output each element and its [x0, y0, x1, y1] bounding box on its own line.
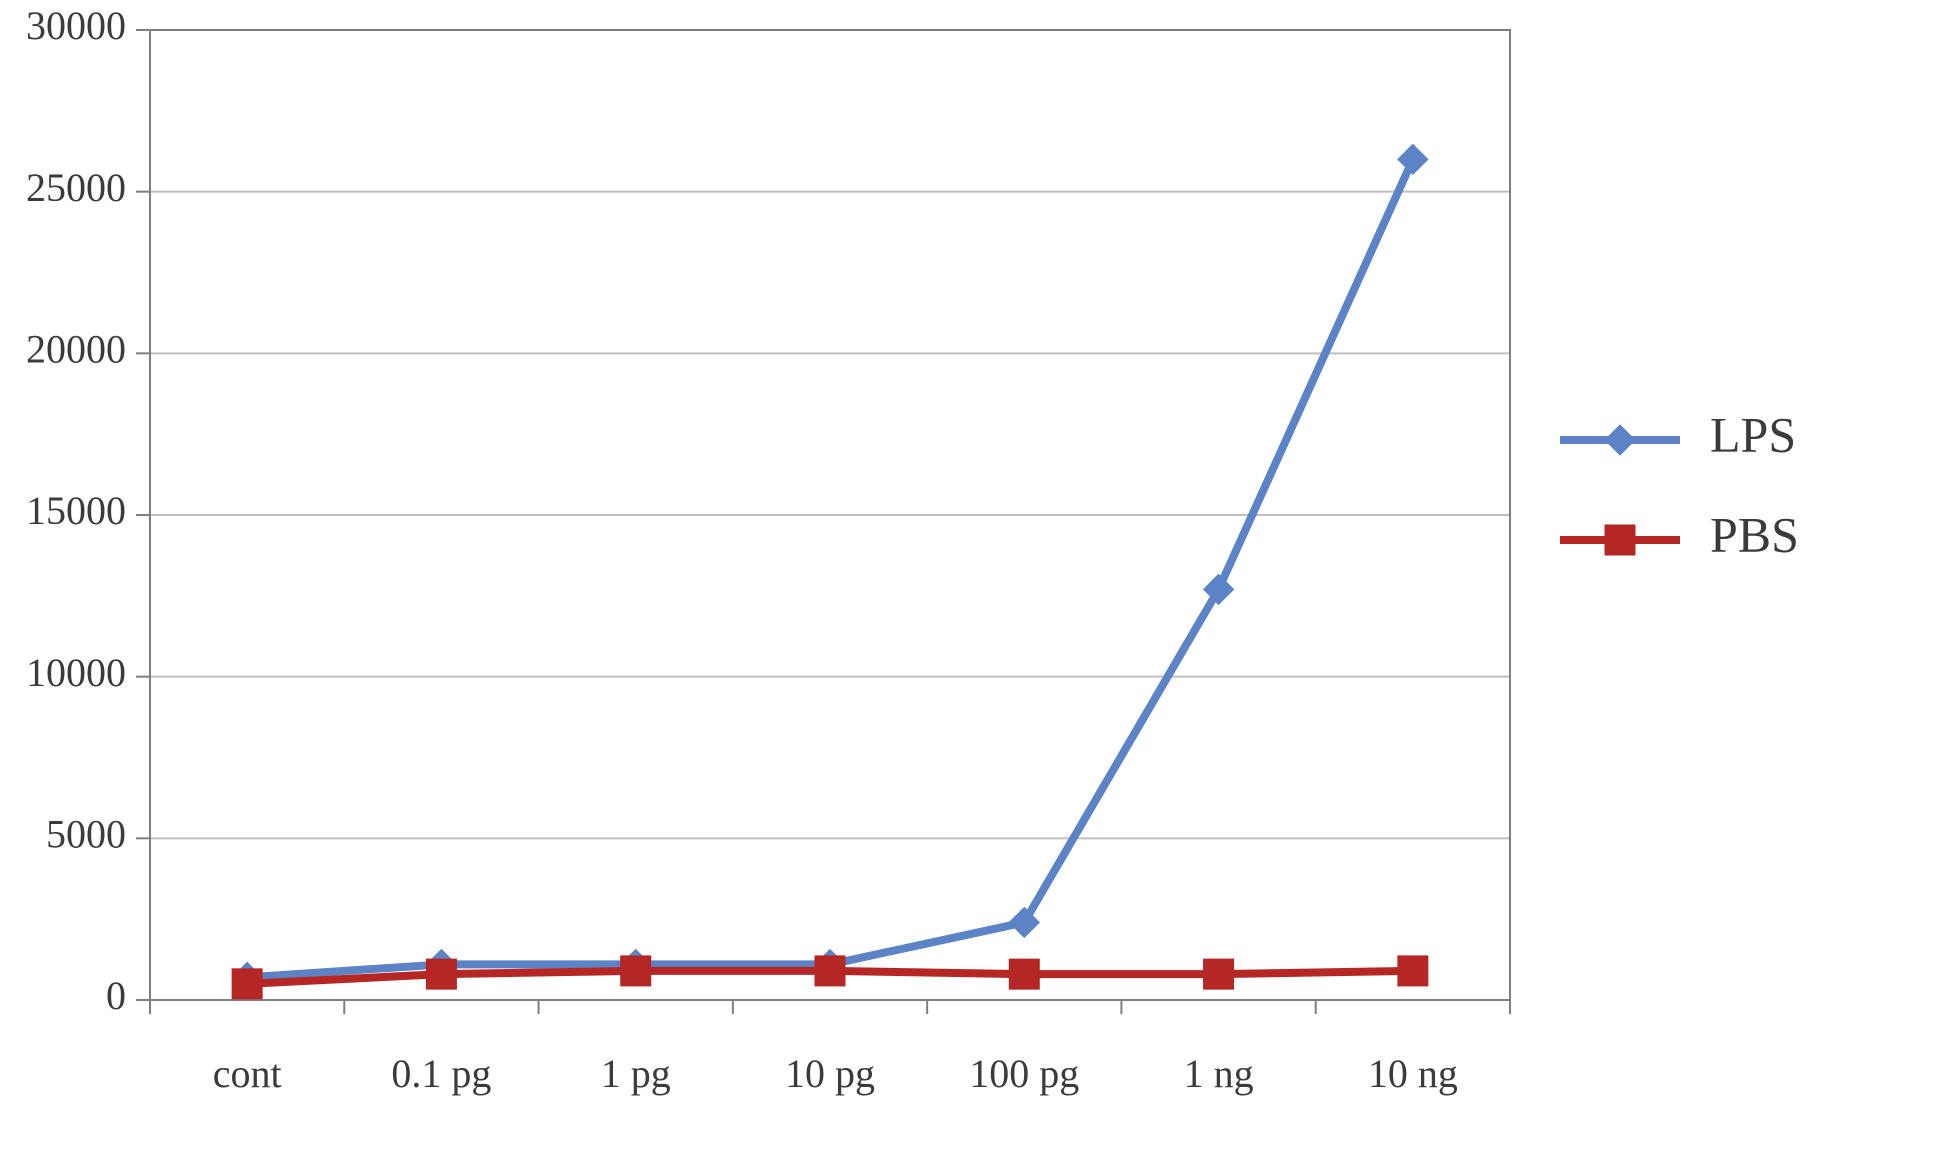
data-marker: [1398, 956, 1428, 986]
legend-label: PBS: [1710, 506, 1799, 562]
chart-container: 0 5000 10000 15000 20000 25000 30000 cont 0.1pg 1…: [0, 0, 1958, 1164]
legend-marker: [1605, 525, 1635, 555]
y-axis-label: 30000: [26, 3, 126, 48]
x-axis-label: 1ng: [1184, 1051, 1254, 1096]
data-marker: [426, 959, 456, 989]
y-axis-label: 15000: [26, 488, 126, 533]
line-chart: 0 5000 10000 15000 20000 25000 30000 cont 0.1pg 1…: [0, 0, 1958, 1159]
data-marker: [815, 956, 845, 986]
x-axis-label: 1pg: [601, 1051, 671, 1096]
data-marker: [232, 969, 262, 999]
y-axis-label: 5000: [46, 812, 126, 857]
y-axis-label: 10000: [26, 650, 126, 695]
data-marker: [1009, 959, 1039, 989]
legend-label: LPS: [1710, 406, 1796, 462]
y-axis-label: 0: [106, 973, 126, 1018]
data-marker: [1204, 959, 1234, 989]
x-axis-label: cont: [213, 1051, 282, 1096]
data-marker: [621, 956, 651, 986]
x-axis-label: 100pg: [969, 1051, 1079, 1096]
y-axis-label: 25000: [26, 165, 126, 210]
y-axis-label: 20000: [26, 327, 126, 372]
x-axis-label: 0.1pg: [391, 1051, 491, 1096]
